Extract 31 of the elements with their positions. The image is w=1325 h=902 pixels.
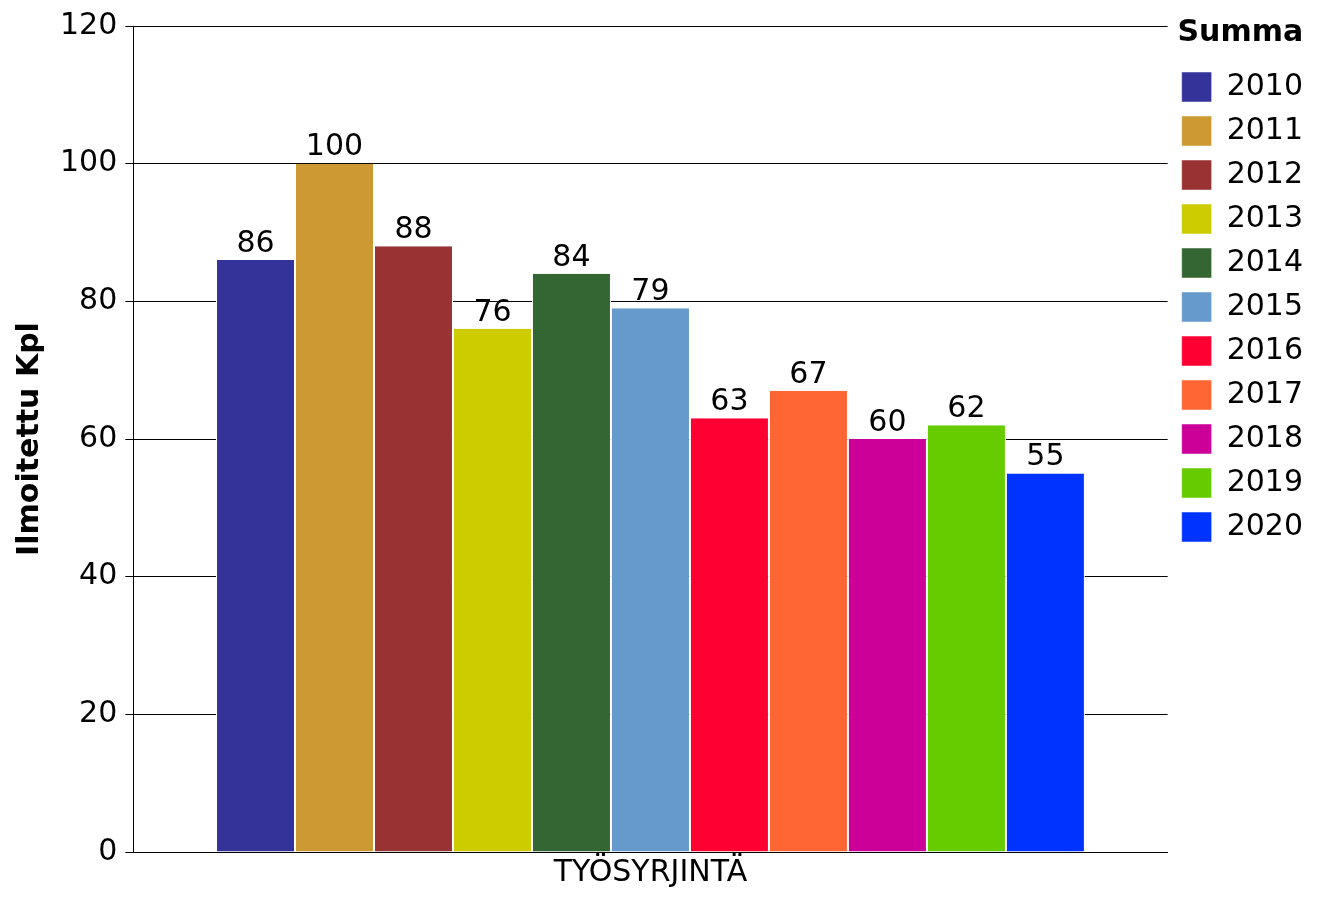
y-tick-label: 80 [79, 281, 118, 317]
x-tick-label: TYÖSYRJINTÄ [552, 852, 748, 888]
legend-label: 2016 [1226, 330, 1304, 366]
legend-label: 2017 [1226, 374, 1304, 410]
data-label: 100 [305, 127, 364, 163]
data-label: 67 [789, 354, 828, 390]
legend-label: 2012 [1226, 154, 1304, 190]
y-axis-title: Ilmoitettu Kpl [9, 322, 45, 556]
legend-label: 2019 [1226, 462, 1304, 498]
data-label: 60 [868, 402, 907, 438]
y-tick-label: 20 [79, 694, 118, 730]
legend-label: 2011 [1226, 110, 1304, 146]
data-label: 88 [394, 210, 433, 246]
y-tick-label: 40 [79, 556, 118, 592]
legend-label: 2010 [1226, 66, 1304, 102]
data-label: 84 [552, 237, 591, 273]
y-tick-label: 60 [79, 418, 118, 454]
legend-label: 2018 [1226, 418, 1304, 454]
data-label: 63 [710, 382, 749, 418]
legend-label: 2013 [1226, 198, 1304, 234]
legend-title: Summa [1177, 12, 1304, 48]
legend-label: 2014 [1226, 242, 1304, 278]
data-label: 86 [236, 223, 275, 259]
y-tick-label: 120 [60, 5, 118, 41]
y-tick-label: 100 [60, 143, 118, 179]
data-label: 79 [631, 272, 670, 308]
legend-label: 2015 [1226, 286, 1304, 322]
data-label: 62 [947, 389, 986, 425]
legend-label: 2020 [1226, 506, 1304, 542]
data-label: 55 [1026, 437, 1065, 473]
y-tick-label: 0 [98, 831, 118, 867]
